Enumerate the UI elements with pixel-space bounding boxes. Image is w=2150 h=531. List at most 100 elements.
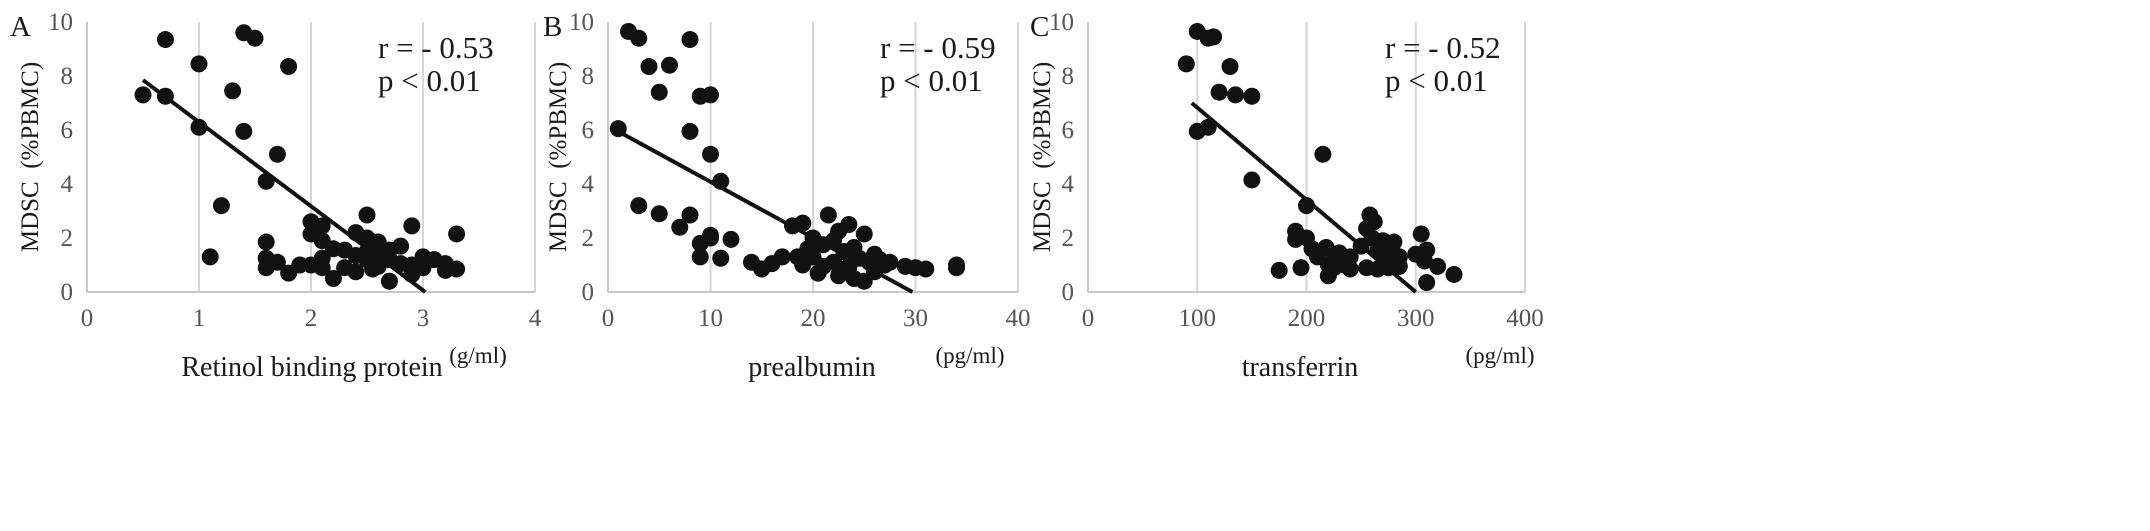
data-point	[825, 253, 842, 271]
x-tick-label: 40	[1006, 305, 1031, 332]
data-point	[1341, 248, 1359, 266]
y-tick-label: 6	[1062, 117, 1075, 144]
data-point	[134, 86, 152, 104]
panel-a: 0 1 2 3 4 0 2 4 6 8 10 r = - 0.53p < 0.01 A MDSC (%PB…	[10, 9, 542, 383]
y-tick-label: 0	[582, 279, 595, 306]
x-tick-label: 100	[1179, 305, 1217, 332]
data-point	[1210, 83, 1228, 101]
data-point	[1221, 58, 1239, 76]
panel-c: 0 100 200 300 400 0 2 4 6 8 10 r = - 0.52p < 0.01 CM…	[1029, 9, 1544, 383]
data-point	[1298, 197, 1315, 215]
data-point	[448, 260, 466, 278]
data-point	[280, 58, 298, 76]
x-tick-label: 30	[903, 305, 928, 332]
x-tick-label: 400	[1506, 305, 1544, 332]
x-tick-label: 4	[529, 305, 542, 332]
data-point	[201, 248, 219, 266]
panel-b: 0 10 20 30 40 0 2 4 6 8 10 r = - 0.59p < 0.01 B MDSC …	[543, 9, 1031, 383]
data-point	[681, 122, 699, 140]
data-point	[640, 58, 658, 76]
x-axis-unit: (pg/ml)	[1466, 343, 1535, 368]
panel-letter: B	[543, 11, 562, 43]
data-point	[948, 259, 965, 277]
data-point	[840, 216, 858, 233]
y-tick-label: 2	[61, 225, 74, 252]
data-point	[347, 263, 365, 281]
data-point	[1365, 213, 1383, 231]
data-point	[1177, 55, 1195, 73]
data-point	[224, 82, 242, 100]
x-tick-label: 0	[1082, 305, 1095, 332]
y-tick-label: 2	[1062, 225, 1075, 252]
data-point	[1205, 28, 1223, 46]
data-point	[156, 31, 174, 49]
data-point	[403, 217, 421, 235]
x-tick-label: 3	[417, 305, 430, 332]
data-point	[1243, 171, 1261, 189]
correlation-r-label: r = - 0.53	[378, 30, 494, 65]
data-point	[702, 229, 719, 247]
data-point	[1385, 233, 1403, 251]
y-tick-label: 8	[61, 63, 74, 90]
data-point	[268, 253, 286, 271]
data-point	[257, 233, 275, 251]
data-point	[190, 118, 208, 136]
data-point	[794, 214, 812, 232]
y-tick-label: 10	[48, 9, 73, 36]
data-point	[917, 260, 935, 278]
data-point	[324, 270, 342, 287]
y-axis-label: MDSC (%PBMC)	[1029, 62, 1056, 252]
data-point	[702, 145, 719, 163]
data-point	[881, 253, 899, 271]
data-point	[268, 145, 286, 163]
x-axis-label: transferrin	[1242, 352, 1359, 383]
data-point	[855, 225, 873, 243]
y-tick-label: 8	[1062, 63, 1075, 90]
data-point	[257, 172, 275, 190]
data-point	[1314, 145, 1332, 163]
data-point	[773, 248, 791, 266]
data-point	[313, 217, 331, 235]
data-point	[681, 31, 699, 49]
data-point	[448, 225, 466, 243]
data-point	[1390, 257, 1408, 275]
data-point	[630, 29, 648, 47]
data-point	[358, 206, 376, 224]
correlation-r-label: r = - 0.59	[880, 30, 996, 65]
data-point	[313, 259, 331, 277]
y-axis-label: MDSC (%PBMC)	[17, 62, 44, 252]
data-point	[671, 218, 689, 236]
data-point	[650, 83, 668, 101]
data-point	[1199, 118, 1217, 136]
data-point	[190, 55, 208, 73]
data-point	[392, 237, 410, 255]
correlation-r-label: r = - 0.52	[1385, 30, 1501, 65]
y-tick-label: 8	[582, 63, 595, 90]
x-tick-label: 10	[698, 305, 723, 332]
data-point	[722, 230, 740, 248]
x-tick-label: 200	[1288, 305, 1326, 332]
data-point	[650, 205, 668, 223]
y-tick-label: 4	[582, 171, 595, 198]
x-tick-label: 20	[801, 305, 826, 332]
data-point	[1418, 241, 1436, 259]
y-tick-label: 10	[1049, 9, 1074, 36]
panel-letter: A	[10, 11, 31, 43]
data-point	[691, 248, 709, 266]
data-point	[1292, 259, 1310, 277]
data-point	[1243, 87, 1261, 105]
x-tick-label: 0	[81, 305, 94, 332]
data-point	[630, 197, 648, 215]
p-value-label: p < 0.01	[378, 63, 481, 98]
y-axis-label: MDSC (%PBMC)	[545, 62, 572, 252]
y-tick-label: 0	[61, 279, 74, 306]
data-point	[246, 29, 264, 47]
data-point	[1341, 260, 1359, 278]
x-axis-unit: (pg/ml)	[936, 343, 1005, 368]
data-point	[661, 56, 678, 74]
data-point	[364, 260, 382, 278]
panel-letter: C	[1030, 11, 1049, 43]
data-point	[1418, 274, 1436, 292]
y-tick-label: 2	[582, 225, 595, 252]
